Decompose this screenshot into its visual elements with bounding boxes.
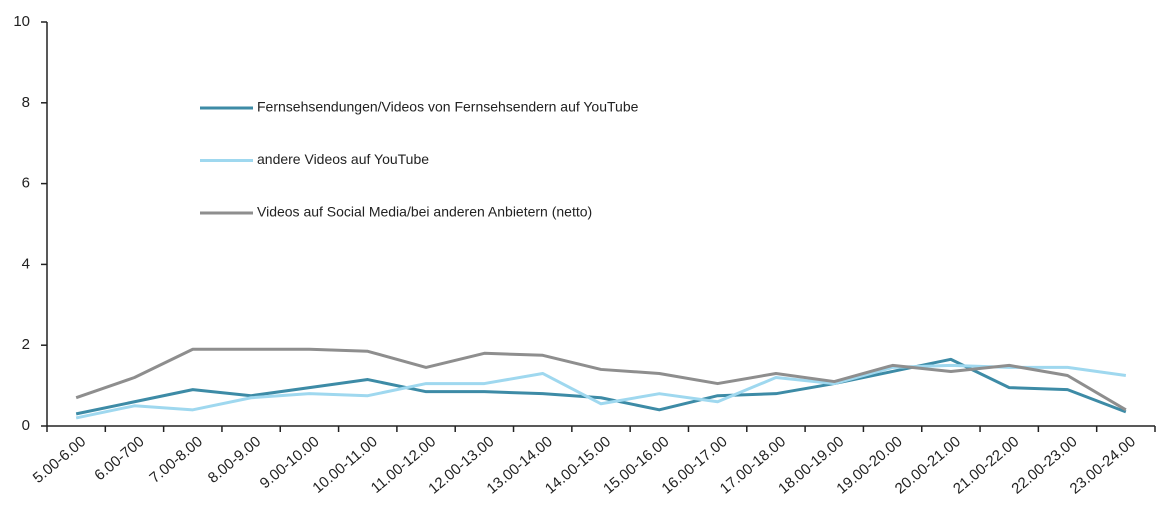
y-tick-label: 0 bbox=[22, 417, 30, 434]
y-tick-label: 8 bbox=[22, 94, 30, 111]
y-tick-label: 4 bbox=[22, 255, 30, 272]
y-tick-label: 10 bbox=[13, 13, 30, 30]
y-tick-label: 2 bbox=[22, 336, 30, 353]
legend-label: Fernsehsendungen/Videos von Fernsehsende… bbox=[257, 99, 639, 115]
series-line bbox=[75, 363, 1127, 420]
series-line bbox=[75, 347, 1127, 412]
x-tick-label: 5.00-6.00 bbox=[30, 433, 89, 487]
legend-label: Videos auf Social Media/bei anderen Anbi… bbox=[257, 204, 592, 220]
series-line bbox=[75, 357, 1127, 416]
x-tick-label: 7.00-8.00 bbox=[146, 433, 205, 487]
x-tick-label: 6.00-700 bbox=[91, 433, 147, 484]
x-tick-label: 8.00-9.00 bbox=[205, 433, 264, 487]
legend-label: andere Videos auf YouTube bbox=[257, 151, 429, 167]
y-tick-label: 6 bbox=[22, 175, 30, 192]
